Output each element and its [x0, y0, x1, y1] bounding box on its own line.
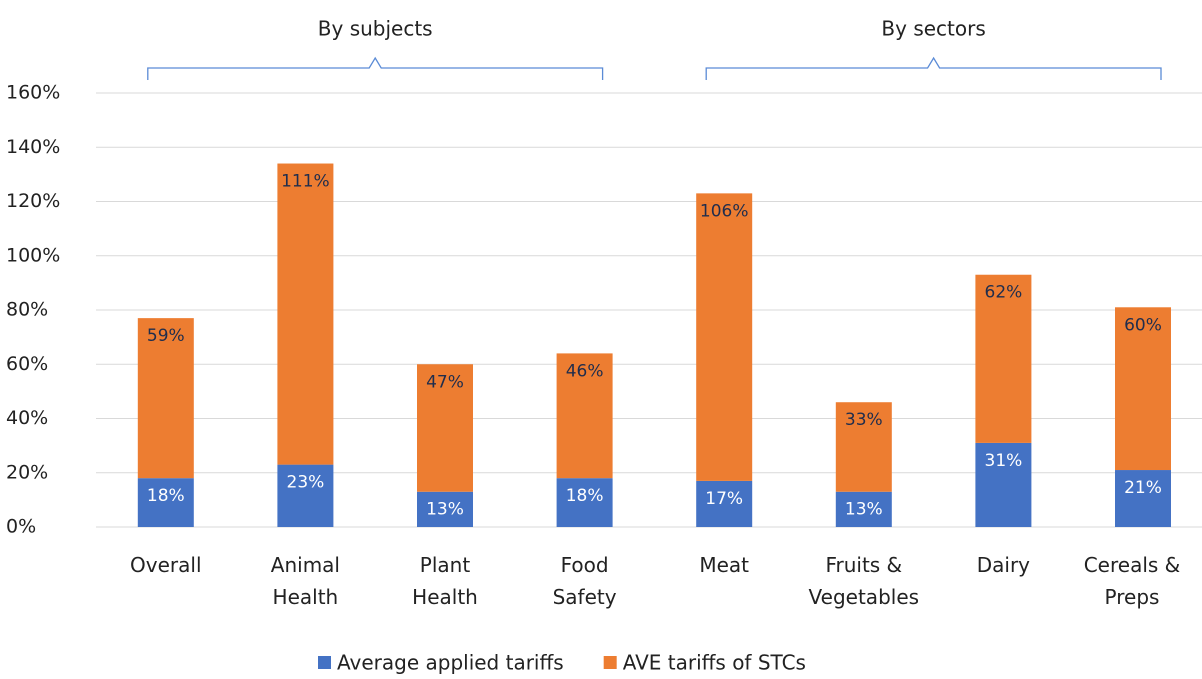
data-label: 111% [281, 172, 330, 192]
data-label: 23% [287, 473, 325, 493]
x-tick-label: Dairy [976, 553, 1031, 577]
y-tick-label: 100% [6, 244, 60, 266]
data-label: 13% [426, 500, 464, 520]
x-tick-label: Animal Health [270, 553, 340, 609]
bar-segment [975, 274, 1032, 443]
data-label: 17% [705, 489, 743, 509]
x-tick-label: Meat [699, 553, 750, 577]
data-label: 60% [1124, 315, 1162, 335]
bracket [147, 56, 604, 80]
x-tick-label: Food Safety [552, 553, 617, 609]
x-tick-label: Overall [130, 553, 202, 577]
x-tick-label: Plant Health [412, 553, 478, 609]
legend-label: AVE tariffs of STCs [623, 651, 806, 675]
bar-segment [835, 402, 892, 492]
group-label: By subjects [318, 17, 433, 41]
legend-label: Average applied tariffs [337, 651, 564, 675]
bar-segment [696, 193, 753, 481]
bar-segment [277, 464, 334, 527]
bar-segment [417, 491, 473, 527]
data-label: 62% [985, 283, 1023, 303]
y-tick-label: 20% [6, 461, 48, 483]
legend-swatch [603, 656, 617, 669]
bar-segment [417, 364, 473, 492]
y-tick-label: 40% [6, 407, 48, 429]
bar-segment [1115, 307, 1171, 471]
y-tick-label: 140% [6, 136, 60, 158]
bar-segment [975, 442, 1032, 527]
bar-segment [1115, 470, 1171, 527]
data-label: 106% [700, 201, 749, 221]
x-tick-label: Cereals & Preps [1083, 553, 1181, 609]
bar-segment [137, 318, 194, 479]
bar-segment [696, 480, 753, 527]
y-tick-label: 160% [6, 82, 60, 104]
bar-segment [137, 478, 194, 527]
legend-swatch [318, 656, 331, 669]
data-label: 21% [1124, 478, 1162, 498]
y-tick-label: 60% [6, 353, 48, 375]
bar-segment [556, 478, 613, 527]
group-label: By sectors [881, 17, 985, 41]
y-tick-label: 0% [6, 516, 36, 538]
bar-segment [277, 163, 334, 465]
data-label: 18% [147, 486, 185, 506]
data-label: 31% [985, 451, 1023, 471]
bar-segment [556, 353, 613, 479]
bar-segment [835, 491, 892, 527]
data-label: 33% [845, 410, 883, 430]
x-tick-label: Fruits & Vegetables [808, 553, 920, 609]
y-tick-label: 80% [6, 299, 48, 321]
data-label: 18% [566, 486, 604, 506]
data-label: 59% [147, 326, 185, 346]
data-label: 13% [845, 500, 883, 520]
y-tick-label: 120% [6, 190, 60, 212]
bracket [705, 56, 1162, 80]
data-label: 46% [566, 361, 604, 381]
data-label: 47% [426, 372, 464, 392]
